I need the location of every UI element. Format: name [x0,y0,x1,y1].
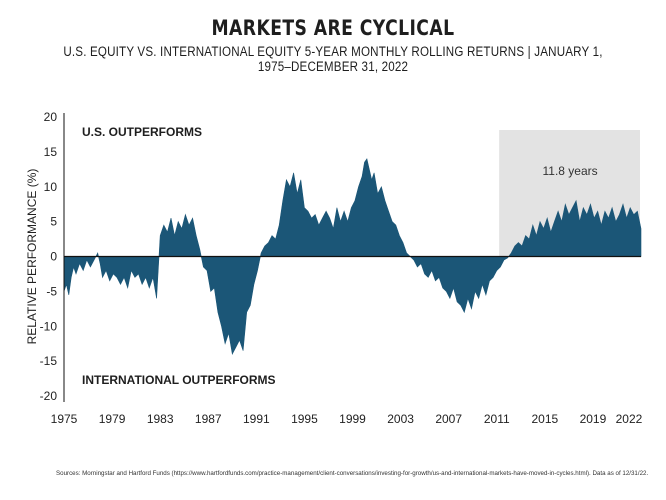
y-tick-label: -10 [40,319,58,333]
x-tick-label: 1983 [147,412,174,426]
x-tick-label: 2007 [435,412,462,426]
x-tick-label: 1995 [291,412,318,426]
y-tick-labels: 20 15 10 5 0 -5 -10 -15 -20 [40,110,58,403]
y-tick-label: 0 [50,250,57,264]
x-tick-label: 1999 [339,412,366,426]
y-tick-label: -5 [46,284,57,298]
y-tick-label: -15 [40,354,58,368]
y-tick-label: -20 [40,389,58,403]
x-tick-label: 2003 [387,412,414,426]
x-tick-labels: 1975 1979 1983 1987 1991 1995 1999 2003 2007 2011… [51,412,643,426]
y-tick-label: 5 [50,215,57,229]
x-tick-label: 1991 [243,412,270,426]
chart-subtitle: U.S. EQUITY VS. INTERNATIONAL EQUITY 5-Y… [63,44,603,74]
international-outperforms-label: INTERNATIONAL OUTPERFORMS [82,373,276,387]
x-tick-label: 1979 [99,412,126,426]
x-tick-label: 1975 [51,412,78,426]
us-outperforms-label: U.S. OUTPERFORMS [82,125,202,139]
y-tick-label: 10 [44,180,58,194]
source-note: Sources: Morningstar and Hartford Funds … [56,470,649,477]
y-tick-label: 20 [44,110,58,124]
x-tick-label: 1987 [195,412,222,426]
y-tick-label: 15 [44,145,58,159]
shaded-duration-label: 11.8 years [542,164,597,178]
y-axis-label: RELATIVE PERFORMANCE (%) [25,169,39,345]
x-tick-label: 2011 [484,412,510,426]
chart-title: MARKETS ARE CYCLICAL [211,16,455,40]
x-tick-label: 2015 [531,412,558,426]
x-tick-label: 2019 [580,412,607,426]
x-tick-label: 2022 [616,412,643,426]
